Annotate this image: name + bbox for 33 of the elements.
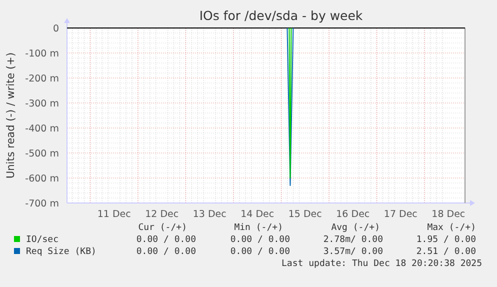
y-tick-label: 0 [52, 24, 59, 34]
text: Last update: Thu Dec 18 20:20:38 2025 [282, 259, 482, 269]
y-tick-label: -100 m [25, 48, 59, 60]
x-tick-label: 18 Dec [432, 209, 466, 220]
text: 0.00 / 0.00 [230, 247, 290, 257]
text: 2.78m/ 0.00 [323, 235, 383, 245]
text: 1.95 / 0.00 [416, 235, 476, 245]
legend-label: Req Size (KB) [26, 247, 96, 257]
text: Avg (-/+) [331, 223, 380, 233]
x-tick-label: 11 Dec [97, 209, 131, 220]
text: Max (-/+) [427, 223, 476, 233]
text: 2.51 / 0.00 [416, 247, 476, 257]
text: 0.00 / 0.00 [230, 235, 290, 245]
x-tick-label: 12 Dec [145, 209, 179, 220]
x-tick-label: 15 Dec [288, 209, 322, 220]
y-axis-title: Units read (-) / write (+) [5, 52, 17, 179]
x-tick-label: 16 Dec [336, 209, 370, 220]
text: Cur (-/+) [138, 223, 187, 233]
legend-label: IO/sec [26, 235, 59, 245]
chart-title: IOs for /dev/sda - by week [199, 8, 364, 23]
y-tick-label: -600 m [25, 174, 59, 184]
y-tick-label: -500 m [25, 148, 59, 160]
x-tick-label: 17 Dec [384, 209, 418, 220]
text: 0.00 / 0.00 [136, 247, 196, 257]
text: Min (-/+) [234, 223, 283, 233]
text: 3.57m/ 0.00 [323, 247, 383, 257]
y-tick-label: -300 m [25, 98, 59, 110]
y-tick-label: -200 m [25, 74, 59, 84]
text: 0.00 / 0.00 [136, 235, 196, 245]
y-tick-label: -700 m [25, 198, 59, 210]
x-tick-label: 14 Dec [240, 209, 274, 220]
x-tick-label: 13 Dec [192, 209, 226, 220]
y-tick-label: -400 m [25, 124, 59, 134]
